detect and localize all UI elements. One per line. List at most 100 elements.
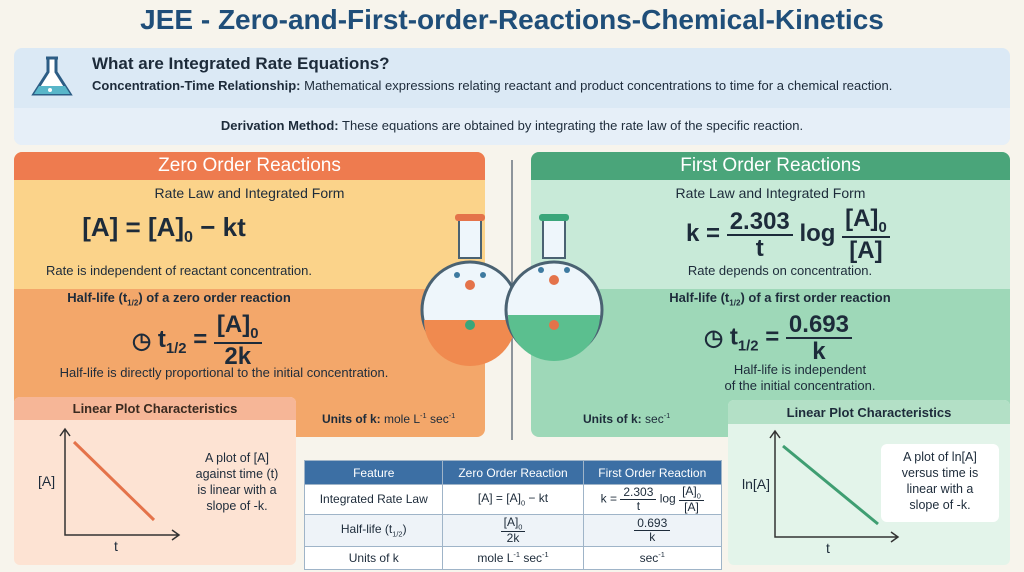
table-row: Units of k mole L-1 sec-1 sec-1 [303, 545, 723, 570]
line: slope of -k. [909, 498, 971, 512]
cell: [A] = [A]0 − kt [442, 484, 584, 515]
log: log [659, 491, 676, 506]
first-x-label: t [826, 540, 830, 556]
frac: [A]0 [A] [679, 485, 704, 514]
table-row: Half-life (t1/2) [A]0 2k 0.693 k [303, 513, 723, 547]
num: 0.693 [785, 312, 852, 340]
exp: -1 [513, 550, 521, 560]
post: ) [402, 522, 407, 537]
text: sec [645, 412, 664, 426]
text: Mathematical expressions relating reacta… [304, 78, 893, 93]
plot-header [14, 397, 296, 420]
zero-header [14, 152, 485, 180]
text2: sec [430, 412, 449, 426]
line: A plot of ln[A] [903, 450, 977, 464]
first-equation: k = 2.303 t log [A]0 [A] [686, 206, 890, 264]
sub: 0 [696, 491, 701, 501]
first-plot-desc: A plot of ln[A] versus time is linear with… [881, 449, 999, 513]
den: t [636, 498, 641, 513]
cell: [A]0 2k [442, 513, 584, 547]
eq: = [765, 323, 780, 351]
header-cell: Feature [303, 460, 444, 485]
frac: [A]0 [A] [842, 206, 890, 264]
relationship: Concentration-Time Relationship: Mathema… [92, 78, 892, 93]
sub: 1/2 [737, 338, 759, 355]
first-units: Units of k: sec-1 [583, 411, 670, 426]
sub: 1/2 [127, 298, 139, 308]
line: linear with a [906, 482, 974, 496]
zero-y-label: [A] [38, 473, 56, 489]
frac: [A]0 2k [213, 312, 262, 371]
first-plot-title: Linear Plot Characteristics [786, 405, 952, 420]
text2: sec [523, 551, 543, 566]
first-flask [504, 214, 604, 361]
label: Units of k: [322, 412, 381, 426]
first-half-note: Half-life is independent of the initial c… [680, 362, 920, 394]
zero-rate-note: Rate is independent of reactant concentr… [46, 263, 312, 278]
flask-icon [31, 56, 73, 96]
den: 2k [506, 531, 520, 546]
zero-flask [420, 214, 520, 366]
num: [A] [503, 514, 519, 529]
zero-x-label: t [114, 538, 118, 554]
first-rate-heading: Rate Law and Integrated Form [675, 185, 866, 201]
line: against time (t) [195, 467, 279, 481]
label: Units of k: [583, 412, 642, 426]
zero-panel [14, 152, 485, 437]
exp: -1 [448, 411, 456, 420]
sub: 1/2 [392, 529, 403, 539]
den: 2k [224, 343, 252, 371]
frac: 0.693 k [785, 312, 852, 366]
first-header [531, 152, 1010, 180]
num-sub: 0 [250, 325, 259, 342]
line: of the initial concentration. [724, 378, 876, 393]
sub: 1/2 [729, 298, 741, 308]
first-y-label: ln[A] [742, 476, 771, 492]
frac: 0.693 k [634, 517, 671, 543]
title: JEE - Zero-and-First-order-Reactions-Che… [140, 4, 884, 35]
zero-plot [59, 427, 181, 541]
eq-rhs: − kt [200, 212, 246, 242]
header-cell: Zero Order Reaction [442, 460, 584, 485]
line: is linear with a [197, 483, 277, 497]
first-rate-note: Rate depends on concentration. [687, 263, 873, 278]
sub: 0 [518, 522, 523, 532]
frac: [A]0 2k [500, 514, 526, 546]
den: k [812, 338, 826, 366]
exp: -1 [658, 550, 665, 560]
frac: 2.303 t [620, 486, 657, 513]
table-header: Feature Zero Order Reaction First Order Re… [303, 460, 723, 485]
den: [A] [684, 500, 699, 515]
zero-units: Units of k: mole L-1 sec-1 [322, 411, 455, 426]
sub: 1/2 [165, 340, 187, 357]
log: log [799, 220, 836, 248]
first-half-heading: Half-life (t1/2) of a first order reacti… [600, 290, 960, 308]
den: [A] [849, 237, 883, 265]
line: A plot of [A] [205, 451, 269, 465]
zero-title: Zero Order Reactions [158, 155, 341, 176]
zero-rate-heading: Rate Law and Integrated Form [154, 185, 345, 201]
first-panel [531, 152, 1010, 437]
text: These equations are obtained by integrat… [342, 118, 804, 133]
text: sec [639, 551, 659, 566]
zero-half-heading: Half-life (t1/2) of a zero order reactio… [14, 290, 344, 308]
eq: = [193, 326, 208, 354]
line: Half-life is independent [733, 362, 867, 377]
cell: mole L-1 sec-1 [442, 545, 584, 570]
cell: 0.693 k [582, 513, 723, 547]
label: Derivation Method: [220, 118, 339, 133]
table-row: Integrated Rate Law [A] = [A]0 − kt k = 2.… [303, 484, 723, 515]
intro-heading: What are Integrated Rate Equations? [92, 54, 390, 73]
num: [A] [682, 484, 697, 498]
exp: -1 [542, 550, 549, 560]
lhs: [A] = [A] [477, 491, 521, 506]
post: ) of a zero order reaction [138, 290, 291, 305]
text: mole L [384, 412, 421, 426]
text: mole L [477, 551, 514, 566]
den: t [755, 234, 764, 262]
flasks [420, 160, 604, 440]
line: versus time is [901, 466, 979, 480]
eq-lhs: [A] = [A] [82, 212, 185, 242]
frac: 2.303 t [726, 208, 793, 262]
pre: Half-life (t [340, 522, 393, 537]
